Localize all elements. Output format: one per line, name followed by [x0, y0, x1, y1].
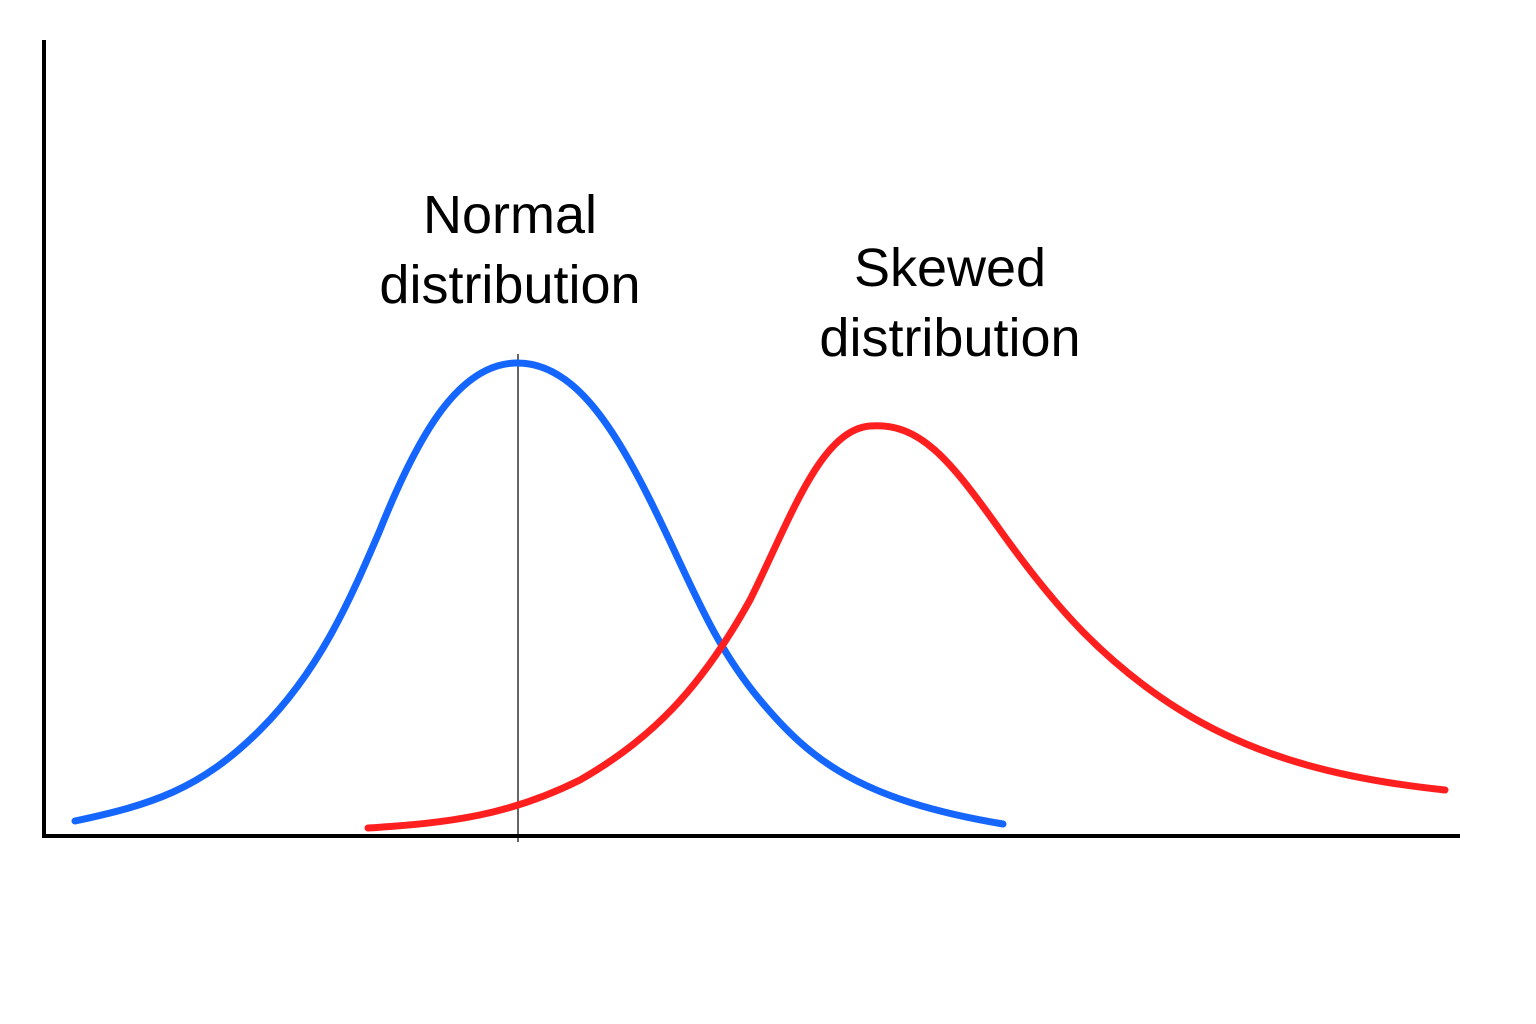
skewed-label-line2: distribution	[819, 308, 1081, 368]
skewed-distribution-curve	[364, 422, 1449, 832]
normal-label-line1: Normal	[422, 185, 598, 245]
skewed-distribution-label: Skewed distribution	[750, 233, 1150, 373]
skewed-label-line1: Skewed	[853, 238, 1047, 298]
normal-distribution-curve	[71, 359, 1007, 828]
normal-label-line2: distribution	[379, 255, 641, 315]
normal-distribution-label: Normal distribution	[300, 180, 720, 320]
